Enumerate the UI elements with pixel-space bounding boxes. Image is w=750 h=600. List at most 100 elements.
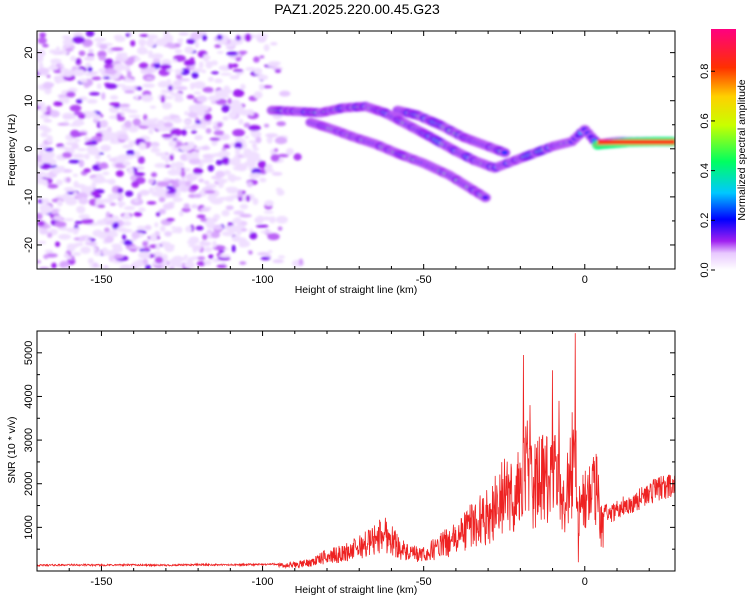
heatmap-noise-cell xyxy=(63,218,74,222)
heatmap-noise-cell xyxy=(190,82,195,90)
heatmap-noise-cell xyxy=(279,90,291,97)
heatmap-noise-cell xyxy=(99,43,108,50)
heatmap-noise-cell xyxy=(127,166,134,175)
heatmap-noise-cell xyxy=(168,265,175,269)
heatmap-noise-cell xyxy=(81,218,94,225)
heatmap-noise-cell xyxy=(83,56,95,61)
heatmap-noise-cell xyxy=(257,160,267,169)
heatmap-noise-cell xyxy=(54,221,67,228)
heatmap-noise-cell xyxy=(207,194,216,201)
heatmap-noise-cell xyxy=(219,253,231,258)
heatmap-noise-cell xyxy=(37,125,49,131)
heatmap-noise-cell xyxy=(174,69,184,73)
heatmap-noise-cell xyxy=(150,172,158,178)
heatmap-noise-cell xyxy=(174,96,184,103)
heatmap-noise-cell xyxy=(128,114,141,118)
heatmap-noise-cell xyxy=(63,266,70,269)
heatmap-noise-cell xyxy=(40,105,47,113)
heatmap-noise-cell xyxy=(244,135,249,139)
heatmap-noise-cell xyxy=(139,34,150,38)
heatmap-noise-cell xyxy=(171,226,177,230)
heatmap-noise-cell xyxy=(202,86,214,93)
heatmap-noise-cell xyxy=(238,118,244,125)
heatmap-noise-cell xyxy=(214,78,223,84)
heatmap-noise-cell xyxy=(37,220,46,227)
heatmap-noise-cell xyxy=(199,241,212,247)
heatmap-noise-cell xyxy=(91,76,102,81)
heatmap-noise-cell xyxy=(102,265,109,269)
heatmap-noise-cell xyxy=(66,177,71,183)
heatmap-noise-cell xyxy=(198,105,203,112)
heatmap-noise-cell xyxy=(243,161,257,168)
heatmap-noise-cell xyxy=(65,47,74,52)
heatmap-noise-cell xyxy=(103,179,114,183)
colorbar-tick-label: 0.8 xyxy=(699,64,711,79)
heatmap-noise-cell xyxy=(154,256,164,264)
heatmap-noise-cell xyxy=(85,239,92,243)
heatmap-noise-cell xyxy=(259,177,267,183)
heatmap-noise-cell xyxy=(237,189,243,198)
heatmap-noise-cell xyxy=(123,240,133,246)
heatmap-noise-cell xyxy=(199,208,211,212)
heatmap-noise-cell xyxy=(170,128,182,137)
heatmap-noise-cell xyxy=(186,38,196,45)
heatmap-noise-cell xyxy=(194,134,203,141)
heatmap-noise-cell xyxy=(218,182,224,189)
heatmap-noise-cell xyxy=(215,170,226,178)
heatmap-noise-cell xyxy=(153,117,159,122)
heatmap-noise-cell xyxy=(229,113,236,119)
y-tick-label: 5000 xyxy=(23,341,35,365)
heatmap-noise-cell xyxy=(204,247,213,253)
snr-y-axis: 1000 2000 3000 4000 5000 xyxy=(23,330,675,550)
heatmap-noise-cell xyxy=(47,232,53,238)
snr-panel: -150 -100 -50 0 1000 2000 3000 4000 5000 Height… xyxy=(6,330,676,596)
heatmap-noise-cell xyxy=(108,231,119,238)
y-tick-label: -20 xyxy=(23,237,35,253)
heatmap-noise-cell xyxy=(172,117,183,124)
heatmap-noise-cell xyxy=(179,144,192,152)
heatmap-noise-cell xyxy=(183,167,191,172)
y-tick-label: 3000 xyxy=(23,428,35,452)
x-tick-label: -150 xyxy=(90,576,112,588)
heatmap-noise-cell xyxy=(221,147,227,151)
heatmap-noise-cell xyxy=(111,243,122,248)
heatmap-noise-cell xyxy=(222,116,229,121)
heatmap-noise-cell xyxy=(192,167,204,175)
heatmap-noise-cell xyxy=(144,246,150,251)
heatmap-noise-cell xyxy=(226,51,239,56)
heatmap-noise-cell xyxy=(259,83,265,91)
heatmap-noise-cell xyxy=(63,252,69,259)
heatmap-noise-cell xyxy=(274,136,288,145)
heatmap-noise-cell xyxy=(216,264,228,269)
spectrogram-x-label: Height of straight line (km) xyxy=(295,284,418,296)
heatmap-noise-cell xyxy=(114,36,126,42)
heatmap-noise-cell xyxy=(70,129,80,138)
y-tick-label: 2000 xyxy=(23,471,35,495)
heatmap-noise-cell xyxy=(62,192,70,200)
x-tick-label: -50 xyxy=(416,274,432,286)
heatmap-noise-cell xyxy=(42,81,54,89)
heatmap-noise-cell xyxy=(99,119,108,128)
heatmap-noise-cell xyxy=(164,156,170,164)
heatmap-noise-cell xyxy=(196,214,206,219)
heatmap-noise-cell xyxy=(44,147,54,152)
heatmap-noise-cell xyxy=(213,213,221,220)
heatmap-noise-cell xyxy=(166,78,172,86)
heatmap-noise-cell xyxy=(116,113,122,120)
heatmap-noise-cell xyxy=(148,186,154,194)
heatmap-noise-cell xyxy=(62,35,72,40)
heatmap-noise-cell xyxy=(53,101,63,107)
heatmap-noise-cell xyxy=(155,212,161,217)
heatmap-noise-cell xyxy=(184,46,194,54)
heatmap-noise-cell xyxy=(248,250,253,255)
heatmap-noise-cell xyxy=(163,122,174,128)
heatmap-noise-cell xyxy=(191,130,197,134)
heatmap-noise-cell xyxy=(110,47,124,51)
heatmap-noise-cell xyxy=(159,225,166,232)
heatmap-noise-cell xyxy=(213,130,225,136)
heatmap-noise-cell xyxy=(180,184,190,193)
heatmap-noise-cell xyxy=(69,104,82,112)
colorbar: 0.0 0.2 0.4 0.6 0.8 Normalized spectral ampl… xyxy=(699,29,748,278)
heatmap-noise-cell xyxy=(223,145,231,149)
